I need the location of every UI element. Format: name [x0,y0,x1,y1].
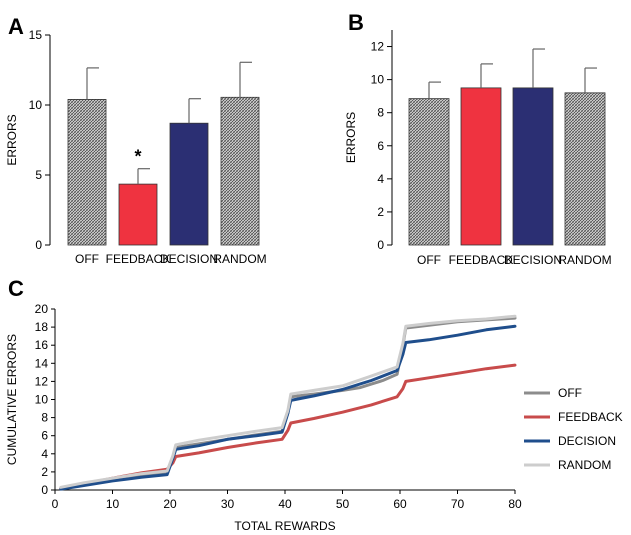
b-y-tick-label: 10 [371,73,385,87]
c-legend-label-random: RANDOM [558,458,611,472]
c-x-tick-label: 40 [278,497,292,511]
b-y-tick-label: 6 [377,139,384,153]
a-bar-decision [169,122,209,246]
b-y-tick-label: 0 [377,238,384,252]
c-y-tick-label: 20 [35,302,49,316]
c-y-tick-label: 16 [35,338,49,352]
c-y-axis-label: CUMULATIVE ERRORS [5,334,19,465]
c-x-axis-label: TOTAL REWARDS [234,519,335,533]
c-x-tick-label: 0 [52,497,59,511]
b-category-label: OFF [417,253,441,267]
c-x-tick-label: 50 [336,497,350,511]
b-category-label: FEEDBACK [449,253,514,267]
b-category-label: DECISION [504,253,562,267]
a-category-label: FEEDBACK [106,252,171,266]
c-x-tick-label: 30 [221,497,235,511]
b-bar-off [408,98,450,246]
a-significance-marker: * [134,147,141,167]
b-y-tick-label: 2 [377,205,384,219]
a-y-axis-label: ERRORS [5,114,19,165]
b-category-label: RANDOM [558,253,611,267]
panel-c-chart: 0 2 4 6 8 10 12 14 16 18 20 0 10 20 30 40 50 60 70 80 CUMULA… [5,302,623,533]
b-y-axis-label: ERRORS [344,112,358,163]
a-category-label: DECISION [160,252,218,266]
c-x-tick-label: 60 [393,497,407,511]
b-y-tick-label: 4 [377,172,384,186]
c-series-line-random [59,314,517,489]
c-x-tick-label: 70 [451,497,465,511]
a-category-label: OFF [75,252,99,266]
b-bar-random [564,92,606,246]
b-bar-feedback [460,87,502,246]
c-legend-label-off: OFF [558,386,582,400]
b-bar-decision [512,87,554,246]
a-y-tick-label: 5 [35,168,42,182]
c-y-tick-label: 14 [35,356,49,370]
a-y-tick-label: 10 [29,98,43,112]
panel-label-b: B [348,10,364,35]
a-bar-random [220,96,260,246]
c-x-tick-label: 80 [508,497,522,511]
a-y-tick-label: 0 [35,238,42,252]
c-y-tick-label: 2 [41,465,48,479]
a-bar-off [67,99,107,246]
c-y-tick-label: 6 [41,429,48,443]
c-y-tick-label: 4 [41,447,48,461]
a-bar-feedback [118,183,158,246]
c-y-tick-label: 8 [41,411,48,425]
c-y-tick-label: 10 [35,393,49,407]
c-y-tick-label: 12 [35,374,49,388]
c-x-tick-label: 20 [163,497,177,511]
c-legend-label-feedback: FEEDBACK [558,410,623,424]
b-y-tick-label: 8 [377,106,384,120]
b-y-tick-label: 12 [371,40,385,54]
a-category-label: RANDOM [213,252,266,266]
c-series-line-feedback [59,363,517,490]
c-x-tick-label: 10 [106,497,120,511]
panel-label-a: A [8,14,24,39]
c-legend-label-decision: DECISION [558,434,616,448]
c-y-tick-label: 18 [35,320,49,334]
c-y-tick-label: 0 [41,483,48,497]
panel-label-c: C [8,276,24,301]
a-y-tick-label: 15 [29,28,43,42]
